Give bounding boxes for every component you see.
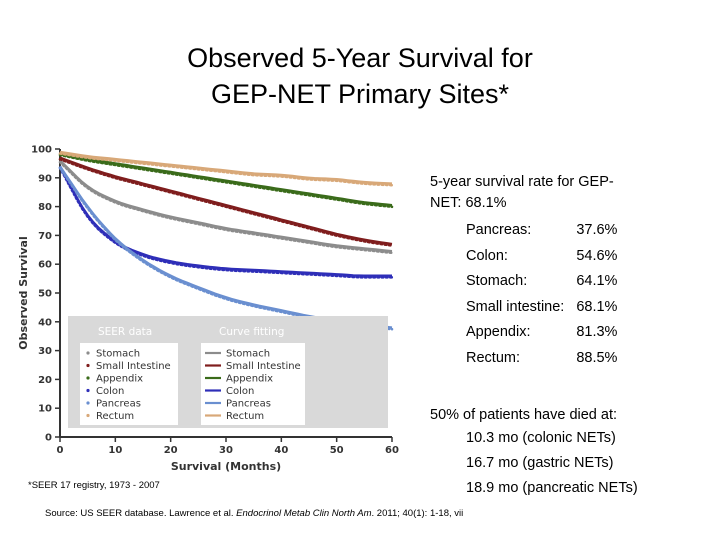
site-name: Small intestine: [466, 298, 565, 315]
legend-entry-curve: Rectum [226, 411, 264, 422]
site-rate: 81.3% [576, 324, 618, 341]
median-death-summary: 50% of patients have died at: 10.3 mo (c… [430, 404, 638, 501]
legend-box-curve [201, 343, 305, 425]
legend-entry-curve: Pancreas [226, 399, 271, 410]
site-rate: 37.6% [576, 222, 618, 239]
y-tick-label: 60 [38, 260, 52, 271]
site-row: Pancreas: 37.6% [466, 218, 617, 244]
y-tick-label: 100 [31, 145, 52, 156]
site-row: Small intestine: 68.1% [466, 295, 617, 321]
legend-entry-seer: Colon [96, 386, 124, 397]
seer-data-stomach [58, 160, 394, 255]
x-tick-label: 10 [108, 445, 122, 456]
legend-box-seer [80, 343, 178, 425]
legend-entry-curve: Colon [226, 386, 254, 397]
y-tick-label: 50 [38, 289, 52, 300]
survival-summary: 5-year survival rate for GEP- NET: 68.1%… [430, 172, 715, 371]
y-tick-label: 0 [45, 433, 52, 444]
site-name: Rectum: [466, 349, 520, 366]
summary-heading-line-1: 5-year survival rate for GEP- [430, 174, 614, 190]
legend-marker-seer [86, 363, 90, 368]
legend-title-curve: Curve fitting [219, 326, 284, 338]
footnote: *SEER 17 registry, 1973 - 2007 [28, 480, 160, 491]
legend-entry-seer: Appendix [96, 374, 143, 385]
legend-marker-seer [86, 351, 90, 355]
y-tick-label: 70 [38, 231, 52, 242]
site-row: Appendix: 81.3% [466, 320, 617, 346]
y-tick-label: 90 [38, 173, 52, 184]
site-rate: 54.6% [576, 247, 618, 264]
x-tick-label: 50 [330, 445, 344, 456]
fitted-curve-stomach [59, 159, 393, 253]
site-rate: 64.1% [576, 273, 618, 290]
x-tick-label: 60 [385, 445, 399, 456]
legend-marker-seer [86, 376, 90, 380]
site-row: Rectum: 88.5% [466, 346, 617, 372]
legend-entry-curve: Stomach [226, 349, 270, 360]
title-line-2: GEP-NET Primary Sites* [210, 79, 510, 109]
site-name: Appendix: [466, 324, 531, 341]
survival-chart: 0 10 20 30 40 50 60 70 80 90 100 0 10 20 30 40 50 60 Survi… [17, 145, 399, 474]
site-rate: 88.5% [576, 349, 618, 366]
x-tick-label: 30 [219, 445, 233, 456]
y-axis-label: Observed Survival [17, 236, 30, 349]
summary-heading-line-2: NET: 68.1% [430, 195, 507, 211]
site-name: Colon: [466, 247, 508, 264]
y-tick-label: 20 [38, 375, 52, 386]
legend-entry-curve: Small Intestine [226, 361, 301, 372]
source-suffix: . 2011; 40(1): 1-18, vii [371, 508, 464, 519]
seer-data-pancreas [58, 166, 394, 331]
site-name: Stomach: [466, 273, 528, 290]
y-tick-label: 30 [38, 346, 52, 357]
site-name: Pancreas: [466, 222, 532, 239]
fitted-curve-appendix [59, 152, 393, 207]
fitted-curve-rectum [59, 150, 393, 185]
source-citation: Source: US SEER database. Lawrence et al… [45, 508, 463, 519]
died-heading: 50% of patients have died at: [430, 407, 618, 423]
site-rate: 68.1% [576, 298, 618, 315]
slide-title: Observed 5-Year Survival for GEP-NET Pri… [0, 40, 720, 112]
legend-entry-curve: Appendix [226, 374, 273, 385]
seer-data-rectum [58, 152, 394, 187]
site-row: Stomach: 64.1% [466, 269, 617, 295]
title-line-1: Observed 5-Year Survival for [187, 43, 533, 73]
seer-data-colon [58, 166, 394, 279]
x-tick-label: 40 [274, 445, 288, 456]
died-item: 10.3 mo (colonic NETs) [466, 430, 616, 446]
legend-marker-seer [86, 401, 90, 405]
legend-entry-seer: Rectum [96, 411, 134, 422]
died-item: 16.7 mo (gastric NETs) [466, 455, 614, 471]
source-prefix: Source: US SEER database. Lawrence et al… [45, 508, 237, 519]
legend-entry-seer: Small Intestine [96, 361, 171, 372]
source-journal: Endocrinol Metab Clin North Am [236, 508, 372, 519]
fitted-curve-small-intestine [59, 156, 393, 246]
legend-marker-seer [86, 413, 90, 418]
x-axis-label: Survival (Months) [171, 460, 281, 473]
x-tick-label: 0 [57, 445, 64, 456]
site-row: Colon: 54.6% [466, 244, 617, 270]
y-tick-label: 10 [38, 404, 52, 415]
y-tick-label: 40 [38, 317, 52, 328]
x-tick-label: 20 [164, 445, 178, 456]
legend-title-seer: SEER data [98, 326, 152, 338]
legend-marker-seer [86, 388, 90, 393]
legend-entry-seer: Pancreas [96, 399, 141, 410]
site-survival-table: Pancreas: 37.6% Colon: 54.6% Stomach: 64.1% Sm… [466, 218, 617, 371]
y-tick-label: 80 [38, 202, 52, 213]
died-item: 18.9 mo (pancreatic NETs) [466, 480, 638, 496]
legend-entry-seer: Stomach [96, 349, 140, 360]
seer-data-small-intestine [58, 157, 394, 247]
seer-data-appendix [58, 153, 394, 209]
